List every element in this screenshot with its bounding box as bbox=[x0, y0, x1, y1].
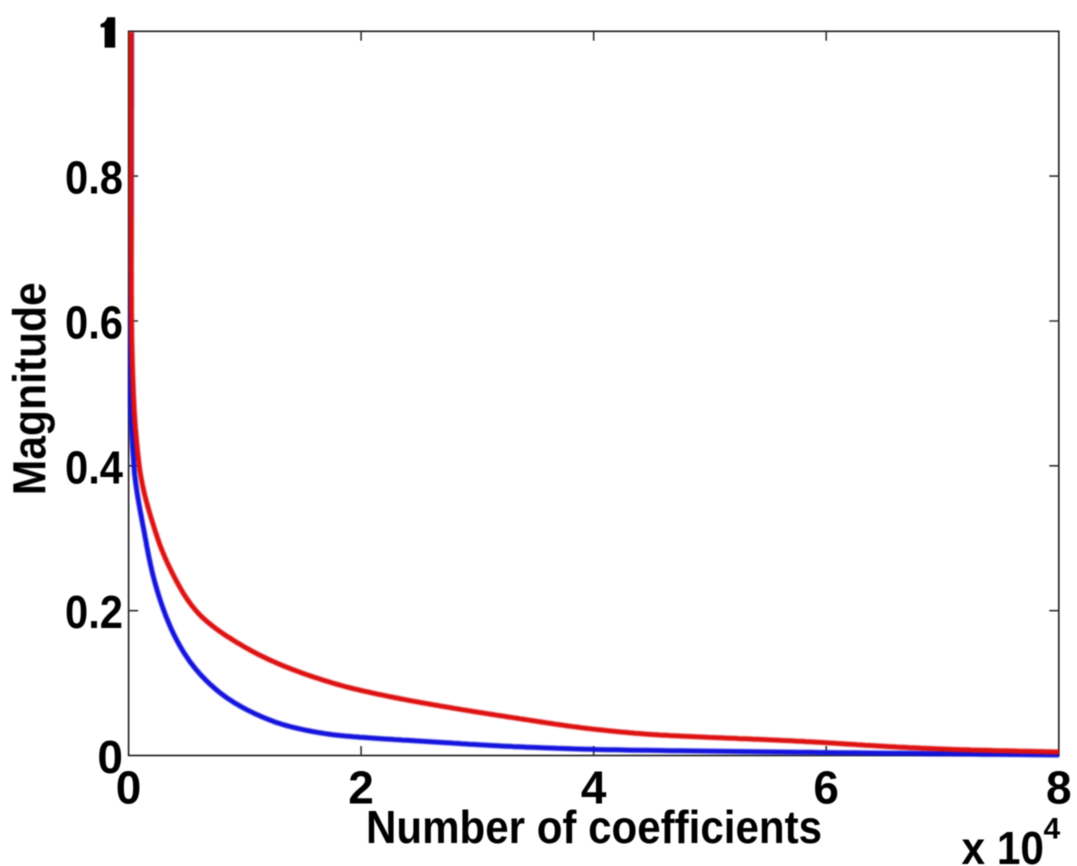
svg-text:Number of coefficients: Number of coefficients bbox=[366, 801, 822, 853]
svg-text:0.4: 0.4 bbox=[65, 441, 123, 493]
svg-text:0: 0 bbox=[116, 761, 142, 813]
svg-text:8: 8 bbox=[1046, 761, 1072, 813]
svg-text:2: 2 bbox=[348, 761, 374, 813]
svg-text:4: 4 bbox=[581, 761, 607, 813]
svg-text:0.8: 0.8 bbox=[65, 152, 123, 204]
svg-text:6: 6 bbox=[813, 761, 839, 813]
svg-text:4: 4 bbox=[1044, 813, 1061, 846]
svg-text:0.2: 0.2 bbox=[65, 586, 123, 638]
svg-text:x 10: x 10 bbox=[962, 822, 1045, 866]
svg-text:0.6: 0.6 bbox=[65, 297, 123, 349]
svg-text:0: 0 bbox=[97, 731, 123, 783]
svg-text:Magnitude: Magnitude bbox=[4, 282, 56, 495]
